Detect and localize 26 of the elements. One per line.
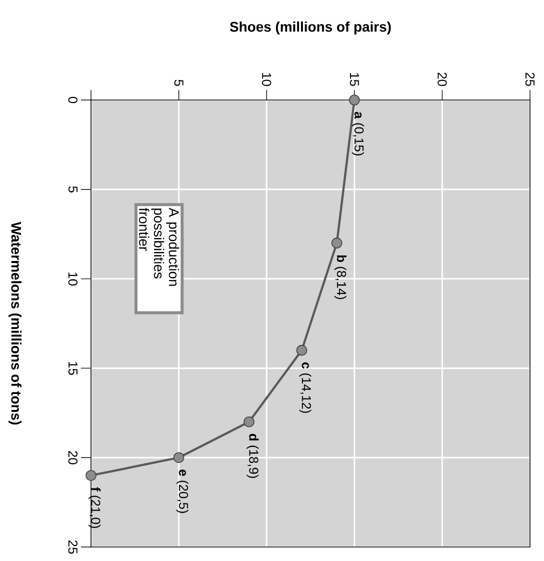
annotation: f (21,0) (88, 487, 101, 528)
x-tick-label: 10 (262, 73, 272, 86)
point (331, 238, 342, 248)
point (244, 416, 254, 428)
y-tick-label: 0 (68, 96, 78, 104)
annotation: A production possibilities frontier (138, 208, 180, 286)
point (349, 94, 360, 106)
point (173, 452, 184, 464)
y-tick-label: 20 (68, 451, 78, 464)
y-tick-label: 25 (68, 540, 78, 554)
x-tick-label: 15 (350, 73, 359, 86)
x-tick-label: 5 (174, 80, 184, 86)
point (296, 344, 308, 356)
annotation: b (8,14) (334, 255, 346, 300)
y-axis-title: Watermelons (millions of tons) (8, 222, 22, 424)
annotation: d (18,9) (246, 434, 259, 478)
annotation: c (14,12) (299, 362, 312, 413)
x-tick-label: 20 (438, 72, 447, 86)
x-tick-label: 25 (525, 72, 535, 86)
annotation: a (0,15) (352, 112, 364, 156)
annotation: e (20,5) (176, 470, 188, 513)
y-tick-label: 10 (68, 272, 78, 286)
y-tick-label: 5 (68, 186, 78, 192)
y-tick-label: 15 (68, 362, 78, 375)
point (86, 470, 96, 481)
x-axis-title: Shoes (millions of pairs) (230, 21, 391, 34)
